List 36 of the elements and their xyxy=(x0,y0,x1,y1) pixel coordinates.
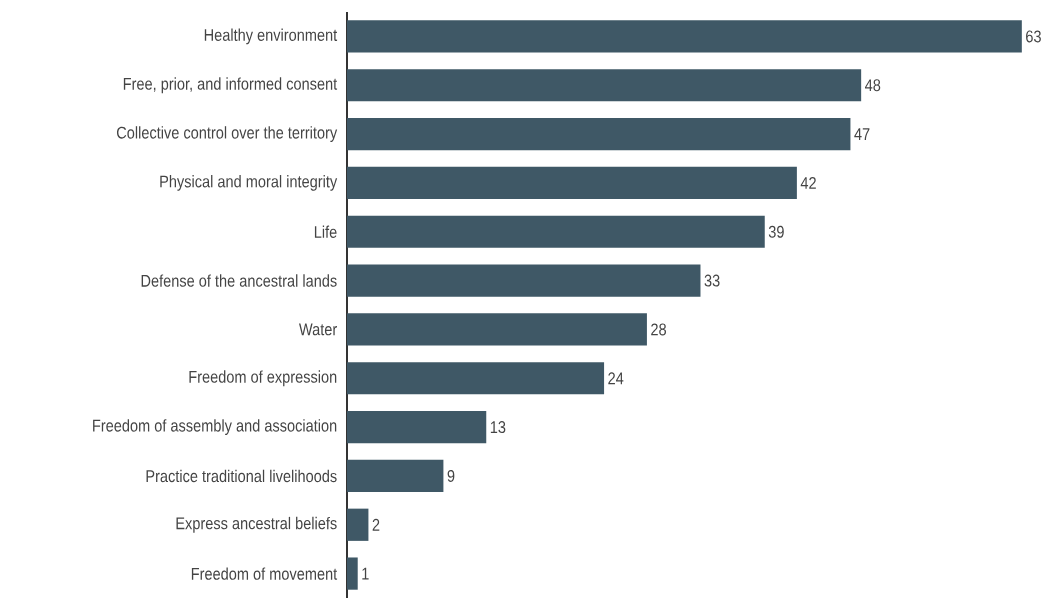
y-tick-label: Express ancestral beliefs xyxy=(176,516,337,533)
data-label: 42 xyxy=(800,177,816,189)
data-label: 48 xyxy=(865,79,881,92)
bar xyxy=(347,362,605,395)
data-label: 9 xyxy=(447,469,455,482)
data-label: 39 xyxy=(768,225,784,238)
data-label: 33 xyxy=(704,274,720,287)
bar xyxy=(347,459,444,493)
y-tick-label: Water xyxy=(298,323,337,336)
bar xyxy=(347,264,701,297)
y-tick-label: Collective control over the territory xyxy=(116,126,338,142)
y-tick-label: Freedom of assembly and association xyxy=(93,419,337,435)
data-label: 2 xyxy=(372,518,380,531)
data-label: 24 xyxy=(608,372,624,385)
y-tick-label: Free, prior, and informed consent xyxy=(123,77,338,94)
bar xyxy=(347,215,765,248)
data-label: 28 xyxy=(651,323,667,336)
bar xyxy=(347,410,487,444)
bar xyxy=(347,117,851,151)
y-tick-label: Life xyxy=(314,225,337,238)
data-label: 1 xyxy=(362,567,369,580)
data-label: 13 xyxy=(490,421,506,434)
y-tick-label: Practice traditional livelihoods xyxy=(146,469,337,483)
bar xyxy=(347,69,862,102)
bar xyxy=(347,557,358,590)
data-label: 63 xyxy=(1026,30,1041,43)
y-tick-label: Freedom of movement xyxy=(191,567,338,580)
y-tick-label: Healthy environment xyxy=(204,28,338,45)
y-tick-label: Freedom of expression xyxy=(189,370,337,387)
bar xyxy=(347,313,647,346)
y-tick-label: Physical and moral integrity xyxy=(160,175,338,191)
bar xyxy=(347,508,369,541)
bar xyxy=(347,20,1022,53)
bar xyxy=(347,166,797,200)
data-label: 47 xyxy=(854,128,870,140)
y-tick-label: Defense of the ancestral lands xyxy=(141,274,337,287)
